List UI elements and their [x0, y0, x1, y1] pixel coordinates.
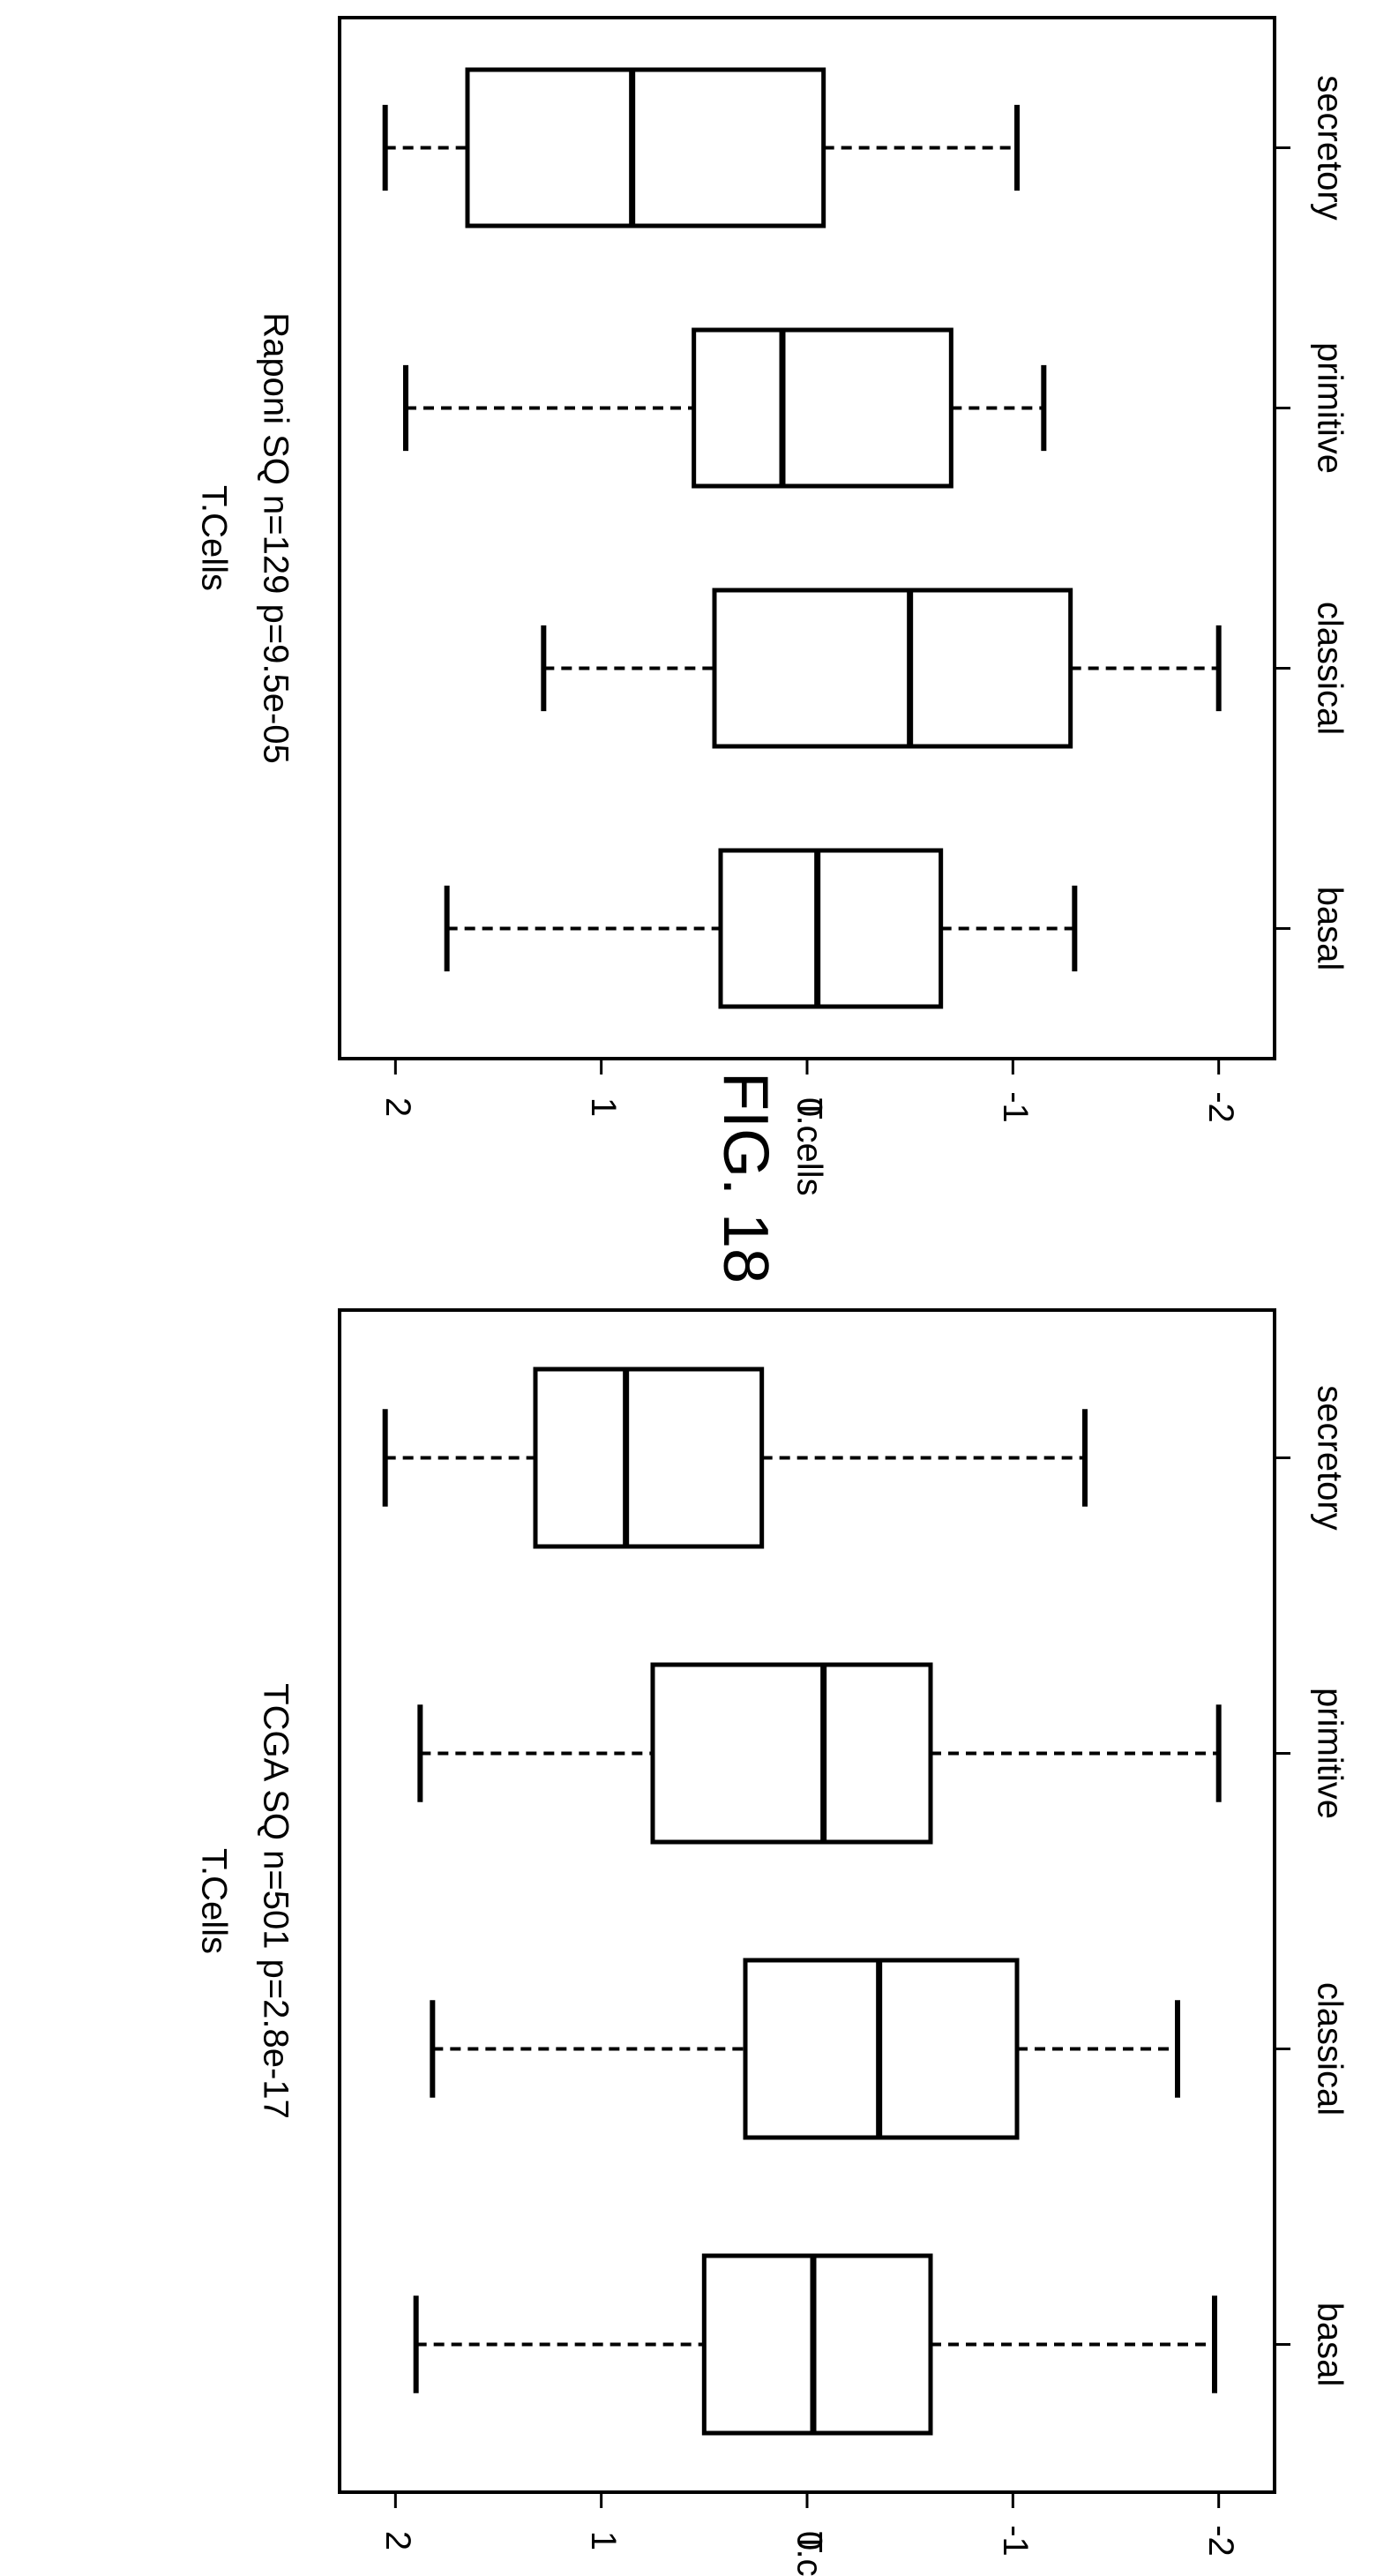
x-tick-label: secretory	[1310, 1385, 1349, 1531]
chart-panels: T.Cells TCGA SQ n=501 p=2.8e-17 2 1 0 -1 -2 T.c…	[194, 16, 1349, 2576]
plot-frame	[338, 16, 1276, 1060]
plot-frame	[338, 1308, 1276, 2494]
x-tick-label: secretory	[1310, 75, 1349, 221]
x-tick-label: primitive	[1310, 1688, 1349, 1819]
box-classical	[430, 1958, 1180, 2140]
x-tick-label: primitive	[1310, 342, 1349, 474]
box-primitive	[417, 1662, 1222, 1845]
y-axis-label: T.cells	[789, 2531, 828, 2576]
y-tick-label: 1	[584, 2531, 623, 2550]
box-secretory	[382, 1367, 1088, 1549]
box-rect	[465, 67, 826, 228]
y-axis-label: T.cells	[789, 1097, 828, 1195]
chart-title: T.Cells	[194, 485, 233, 591]
chart-title: T.Cells	[194, 1848, 233, 1954]
box-rect	[712, 588, 1073, 749]
y-tick-label: -2	[1201, 1091, 1240, 1123]
y-tick-label: 2	[378, 1097, 417, 1117]
chart-subtitle: Raponi SQ n=129 p=9.5e-05	[256, 312, 295, 764]
box-basal	[413, 2253, 1217, 2436]
y-tick-label: -1	[996, 2525, 1035, 2557]
box-basal	[444, 848, 1078, 1009]
y-tick-label: -1	[996, 1091, 1035, 1123]
y-tick-label: 0	[789, 2531, 828, 2550]
x-tick-label: basal	[1310, 887, 1349, 971]
box-rect	[692, 327, 953, 489]
figure-label: FIG. 18	[710, 1072, 781, 1284]
box-secretory	[382, 67, 1020, 228]
x-tick-label: basal	[1310, 2303, 1349, 2387]
x-tick-label: classical	[1310, 1982, 1349, 2115]
box-primitive	[403, 327, 1047, 489]
box-rect	[650, 1662, 933, 1845]
box-panel-1: T.Cells TCGA SQ n=501 p=2.8e-17 2 1 0 -1 -2 T.c…	[194, 1308, 1349, 2576]
y-tick-label: 0	[789, 1097, 828, 1117]
x-tick-label: classical	[1310, 602, 1349, 735]
box-rect	[718, 848, 944, 1009]
y-tick-label: 2	[378, 2531, 417, 2550]
box-rect	[701, 2253, 933, 2436]
y-tick-label: -2	[1201, 2525, 1240, 2557]
box-rect	[533, 1367, 765, 1549]
box-panel-2: T.Cells Raponi SQ n=129 p=9.5e-05 2 1 0 -1 -2 T…	[194, 16, 1349, 1196]
y-tick-label: 1	[584, 1097, 623, 1117]
chart-subtitle: TCGA SQ n=501 p=2.8e-17	[256, 1683, 295, 2119]
box-classical	[541, 588, 1222, 749]
